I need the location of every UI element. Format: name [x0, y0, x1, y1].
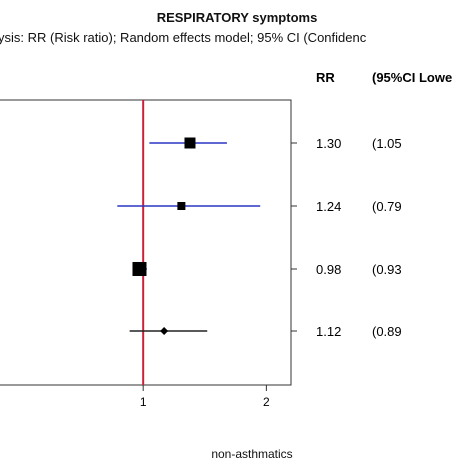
- x-tick-label: 1: [140, 395, 147, 409]
- ci-lower-value: (1.05: [372, 136, 402, 151]
- rr-value: 1.30: [316, 136, 341, 151]
- point-estimate-square: [184, 137, 196, 149]
- rr-value: 1.24: [316, 199, 341, 214]
- ci-lower-value: (0.93: [372, 262, 402, 277]
- point-estimate-square: [132, 262, 147, 276]
- column-header-ci: (95%CI Lowe: [372, 70, 452, 85]
- column-header-rr: RR: [316, 70, 335, 85]
- point-estimate-square: [177, 202, 186, 210]
- plot-frame: [0, 99, 292, 386]
- rr-value: 0.98: [316, 262, 341, 277]
- x-tick-label: 2: [263, 395, 270, 409]
- rr-value: 1.12: [316, 324, 341, 339]
- point-estimate-diamond: [160, 327, 169, 335]
- chart-title: RESPIRATORY symptoms: [156, 10, 318, 25]
- x-axis-label: non-asthmatics: [211, 447, 293, 461]
- ci-lower-value: (0.89: [372, 324, 402, 339]
- chart-subtitle: ysis: RR (Risk ratio); Random effects mo…: [0, 30, 367, 45]
- ci-lower-value: (0.79: [372, 199, 402, 214]
